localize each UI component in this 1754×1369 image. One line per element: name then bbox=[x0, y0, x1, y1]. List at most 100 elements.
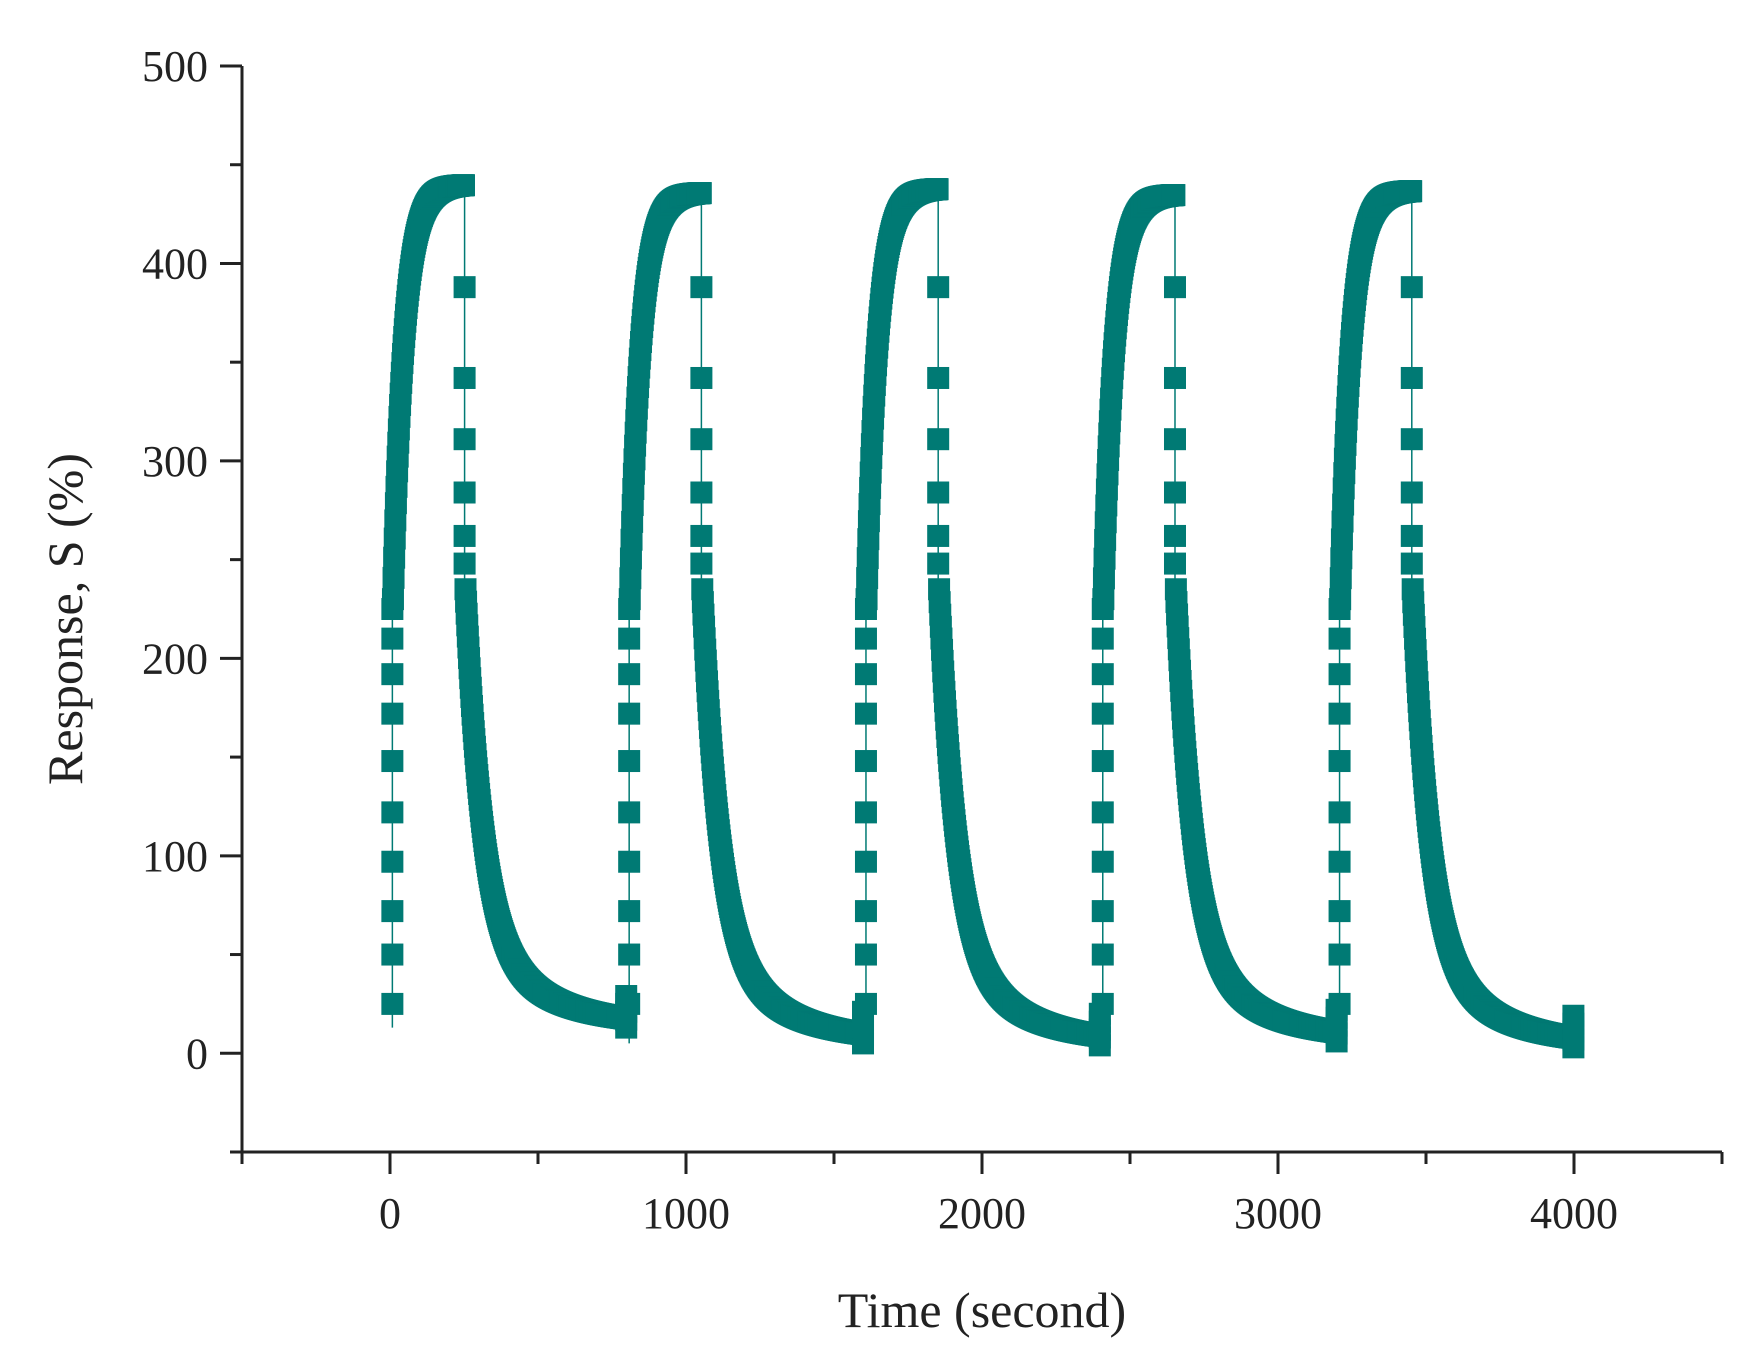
data-point bbox=[1094, 511, 1117, 534]
data-point bbox=[381, 750, 404, 773]
y-tick-label: 100 bbox=[142, 832, 208, 881]
data-point bbox=[854, 900, 877, 923]
y-tick-label: 0 bbox=[186, 1029, 208, 1078]
data-point bbox=[618, 801, 641, 824]
data-point bbox=[1328, 663, 1351, 686]
data-point bbox=[381, 943, 404, 966]
data-point bbox=[1091, 992, 1114, 1015]
data-point bbox=[689, 182, 712, 205]
data-point bbox=[1330, 547, 1353, 570]
data-point bbox=[453, 276, 476, 299]
data-point bbox=[1091, 627, 1114, 650]
data-point bbox=[1163, 276, 1186, 299]
data-point bbox=[1331, 510, 1354, 533]
data-point bbox=[381, 801, 404, 824]
data-point bbox=[453, 428, 476, 451]
data-point bbox=[619, 567, 642, 590]
data-point bbox=[690, 481, 713, 504]
data-point bbox=[381, 588, 404, 611]
data-point bbox=[1094, 529, 1117, 552]
data-point bbox=[453, 174, 475, 197]
x-tick-label: 3000 bbox=[1234, 1189, 1322, 1238]
data-point bbox=[1163, 366, 1186, 389]
data-point bbox=[1163, 524, 1186, 547]
data-point bbox=[854, 627, 877, 650]
data-point bbox=[1163, 552, 1186, 575]
data-point bbox=[1091, 850, 1114, 873]
data-point bbox=[1328, 943, 1351, 966]
y-axis-ticks: 0 100 200 300 400 500 bbox=[142, 42, 242, 1154]
data-point bbox=[618, 702, 641, 725]
data-point bbox=[1400, 366, 1423, 389]
data-point bbox=[1328, 627, 1351, 650]
data-series bbox=[381, 174, 1585, 1059]
data-point bbox=[618, 663, 641, 686]
data-point bbox=[1093, 547, 1116, 570]
data-point bbox=[690, 428, 713, 451]
data-point bbox=[690, 366, 713, 389]
x-tick-label: 2000 bbox=[938, 1189, 1026, 1238]
data-point bbox=[382, 566, 405, 589]
axes: 0 100 200 300 400 500 0 1000 2000 3000 4000 bbox=[142, 42, 1724, 1238]
data-point bbox=[384, 509, 407, 532]
data-point bbox=[854, 992, 877, 1015]
x-axis-ticks: 0 1000 2000 3000 4000 bbox=[240, 1152, 1724, 1238]
data-point bbox=[854, 750, 877, 773]
x-axis-title: Time (second) bbox=[838, 1282, 1126, 1338]
x-tick-label: 4000 bbox=[1530, 1189, 1618, 1238]
data-point bbox=[927, 481, 950, 504]
data-point bbox=[1328, 850, 1351, 873]
y-tick-label: 500 bbox=[142, 42, 208, 91]
data-point bbox=[618, 627, 641, 650]
data-point bbox=[453, 524, 476, 547]
data-point bbox=[619, 547, 642, 570]
x-tick-label: 1000 bbox=[642, 1189, 730, 1238]
data-point bbox=[927, 276, 950, 299]
data-point bbox=[383, 546, 406, 569]
data-point bbox=[690, 276, 713, 299]
x-tick-label: 0 bbox=[379, 1189, 401, 1238]
data-point bbox=[927, 428, 950, 451]
data-point bbox=[1091, 801, 1114, 824]
data-point bbox=[618, 992, 641, 1015]
data-point bbox=[381, 663, 404, 686]
data-point bbox=[1091, 702, 1114, 725]
data-point bbox=[618, 588, 641, 611]
data-point bbox=[854, 850, 877, 873]
data-point bbox=[1163, 428, 1186, 451]
data-point bbox=[453, 481, 476, 504]
data-point bbox=[1091, 750, 1114, 773]
data-point bbox=[381, 702, 404, 725]
data-point bbox=[1328, 992, 1351, 1015]
data-point bbox=[854, 702, 877, 725]
data-point bbox=[453, 366, 476, 389]
data-point bbox=[618, 850, 641, 873]
data-point bbox=[1329, 588, 1352, 611]
data-point bbox=[854, 801, 877, 824]
data-point bbox=[381, 627, 404, 650]
y-tick-label: 300 bbox=[142, 437, 208, 486]
data-point bbox=[1328, 702, 1351, 725]
data-point bbox=[618, 943, 641, 966]
data-point bbox=[690, 524, 713, 547]
data-point bbox=[854, 663, 877, 686]
data-point bbox=[1400, 552, 1423, 575]
data-point bbox=[618, 900, 641, 923]
data-point bbox=[1163, 184, 1186, 207]
data-point bbox=[1091, 663, 1114, 686]
data-point bbox=[690, 552, 713, 575]
data-point bbox=[381, 992, 404, 1015]
data-point bbox=[856, 567, 879, 590]
data-point bbox=[927, 366, 950, 389]
data-point bbox=[1400, 428, 1423, 451]
data-point bbox=[1163, 481, 1186, 504]
data-point bbox=[1329, 567, 1352, 590]
data-point bbox=[1092, 567, 1115, 590]
data-point bbox=[381, 850, 404, 873]
data-point bbox=[1562, 1004, 1585, 1027]
data-point bbox=[927, 552, 950, 575]
data-point bbox=[1091, 900, 1114, 923]
data-point bbox=[381, 900, 404, 923]
data-point bbox=[927, 524, 950, 547]
data-point bbox=[620, 528, 643, 551]
